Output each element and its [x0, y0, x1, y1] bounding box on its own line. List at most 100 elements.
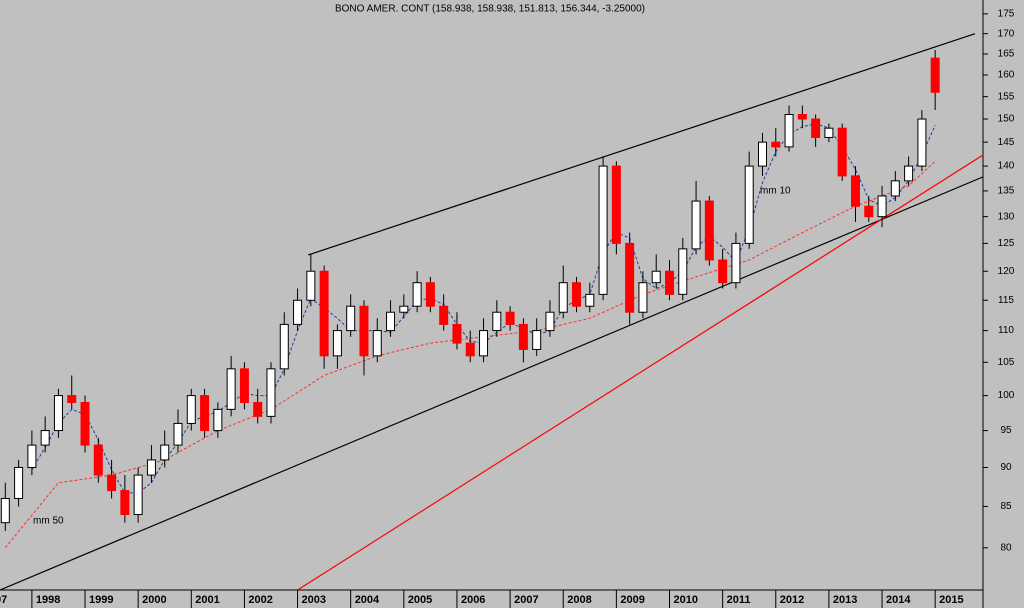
- candle-body: [558, 282, 568, 313]
- candle-body: [665, 270, 675, 295]
- trend-line: [0, 176, 983, 590]
- x-tick-label: 2003: [302, 594, 326, 606]
- candle-body: [200, 395, 210, 432]
- candle-body: [80, 401, 90, 446]
- candle-body: [253, 401, 263, 417]
- x-tick-label: 2013: [833, 594, 857, 606]
- y-tick-label: 145: [998, 137, 1015, 148]
- x-tick-label: 2015: [939, 594, 963, 606]
- y-tick-label: 110: [998, 325, 1014, 336]
- candle-body: [691, 200, 701, 250]
- x-tick-label: 2007: [514, 594, 538, 606]
- candle-body: [890, 180, 900, 197]
- candle-body: [585, 293, 595, 307]
- y-tick-label: 120: [998, 266, 1015, 277]
- candle-body: [332, 330, 342, 357]
- candle-body: [346, 305, 356, 332]
- candle-body: [744, 165, 754, 244]
- candle-body: [146, 459, 156, 476]
- candle-body: [757, 141, 767, 167]
- y-tick-label: 175: [998, 9, 1015, 20]
- x-tick-label: 1999: [89, 594, 113, 606]
- candle-body: [412, 282, 422, 307]
- candle-body: [718, 259, 728, 284]
- candle-body: [27, 444, 37, 468]
- candle-body: [479, 330, 489, 357]
- candle-body: [279, 323, 289, 370]
- candle-body: [226, 368, 236, 410]
- y-tick-label: 115: [998, 295, 1014, 306]
- candle-body: [319, 270, 329, 357]
- candle-body: [811, 118, 821, 138]
- y-tick-label: 85: [1000, 501, 1012, 512]
- x-tick-label: 1998: [36, 594, 60, 606]
- y-tick-label: 130: [998, 211, 1015, 222]
- candle-body: [67, 395, 77, 403]
- plot-area: [0, 33, 983, 590]
- chart-title: BONO AMER. CONT (158.938, 158.938, 151.8…: [335, 4, 645, 15]
- candle-body: [917, 118, 927, 167]
- candle-body: [611, 165, 621, 244]
- x-tick-label: 2006: [461, 594, 485, 606]
- candle-body: [784, 114, 794, 148]
- x-tick-label: 2011: [727, 594, 751, 606]
- candle-body: [625, 242, 635, 313]
- trend-line: [307, 33, 976, 256]
- candle-body: [133, 474, 143, 516]
- y-tick-label: 170: [998, 28, 1015, 39]
- candle-body: [53, 395, 63, 432]
- x-tick-label: 2009: [620, 594, 644, 606]
- moving-average-label: mm 10: [760, 186, 791, 197]
- candle-body: [93, 444, 103, 476]
- candle-body: [173, 422, 183, 446]
- candle-body: [598, 165, 608, 295]
- candle-body: [837, 127, 847, 177]
- candle-body: [545, 311, 555, 332]
- candle-body: [425, 282, 435, 307]
- y-tick-label: 100: [998, 390, 1015, 401]
- x-tick-label: 1997: [0, 594, 7, 606]
- y-tick-label: 135: [998, 186, 1015, 197]
- candle-body: [824, 127, 834, 138]
- x-tick-label: 2014: [886, 594, 911, 606]
- candle-body: [771, 141, 781, 148]
- candle-body: [359, 305, 369, 357]
- candle-body: [40, 430, 50, 446]
- candle-body: [399, 305, 409, 313]
- x-tick-label: 2001: [195, 594, 219, 606]
- candle-body: [386, 311, 396, 332]
- y-tick-label: 95: [1000, 425, 1012, 436]
- candle-body: [107, 474, 117, 492]
- candle-body: [266, 368, 276, 417]
- candle-body: [797, 114, 807, 120]
- candle-body: [904, 165, 914, 182]
- candle-body: [651, 270, 661, 284]
- x-tick-label: 2005: [408, 594, 432, 606]
- y-tick-label: 125: [998, 238, 1015, 249]
- candle-body: [372, 330, 382, 357]
- x-tick-label: 2012: [780, 594, 804, 606]
- candle-body: [850, 175, 860, 207]
- y-tick-label: 155: [998, 91, 1015, 102]
- candle-body: [492, 311, 502, 332]
- candle-body: [465, 342, 475, 357]
- y-tick-label: 80: [1000, 542, 1012, 553]
- y-tick-label: 150: [998, 114, 1015, 125]
- candle-body: [638, 282, 648, 313]
- y-tick-label: 165: [998, 49, 1015, 60]
- candle-body: [120, 490, 130, 516]
- candle-body: [306, 270, 316, 301]
- candle-body: [160, 444, 170, 461]
- y-tick-label: 140: [998, 161, 1015, 172]
- candle-body: [239, 368, 249, 403]
- candle-body: [14, 466, 24, 499]
- y-tick-label: 90: [1000, 462, 1012, 473]
- candle-body: [572, 282, 582, 307]
- candle-body: [293, 299, 303, 325]
- candle-body: [704, 200, 714, 261]
- candle-body: [864, 205, 874, 218]
- x-tick-label: 2004: [355, 594, 380, 606]
- candle-body: [505, 311, 515, 325]
